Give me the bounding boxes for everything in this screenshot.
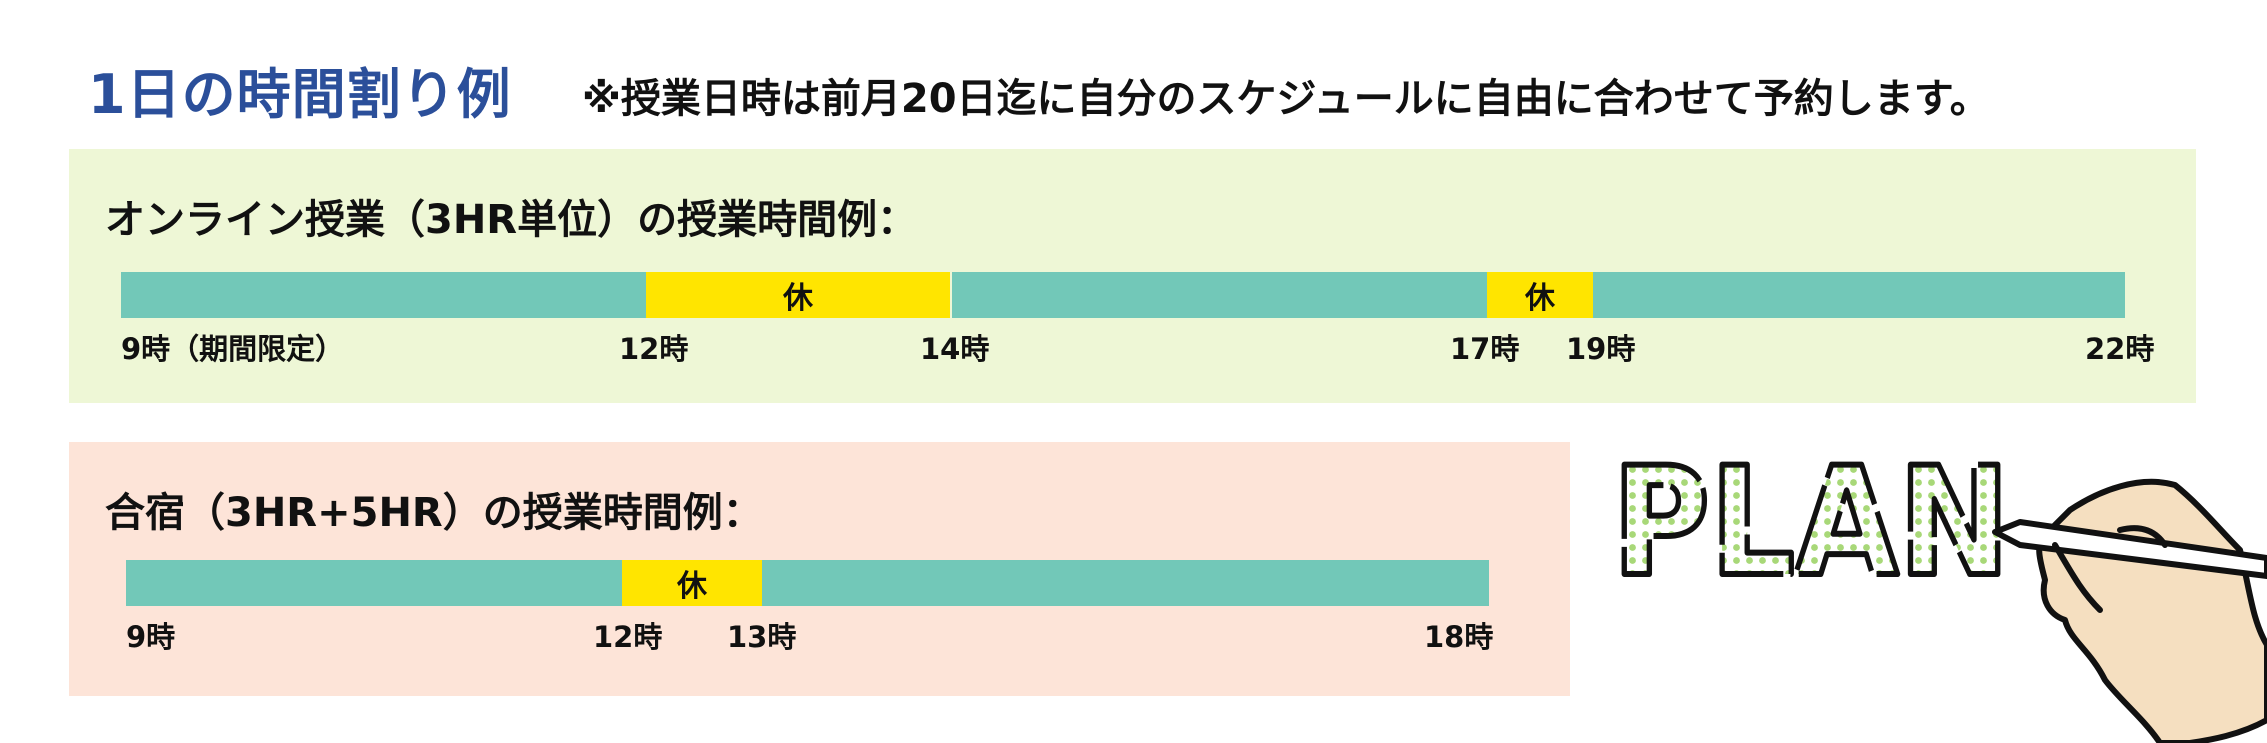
time-label: 14時 — [920, 332, 990, 366]
page-title: 1日の時間割り例 — [88, 63, 512, 126]
camp-heading: 合宿（3HR+5HR）の授業時間例： — [105, 490, 763, 536]
online-heading: オンライン授業（3HR単位）の授業時間例： — [105, 197, 918, 243]
online-schedule-panel: オンライン授業（3HR単位）の授業時間例： 休 休 9時（期間限定） 12時 1… — [69, 149, 2196, 403]
plan-lettering: PLAN — [1612, 450, 2010, 610]
break-segment: 休 — [622, 560, 762, 606]
class-segment — [762, 560, 1489, 606]
break-segment: 休 — [646, 272, 950, 318]
time-label: 12時 — [619, 332, 689, 366]
time-label: 12時 — [593, 620, 663, 654]
time-label: 19時 — [1566, 332, 1636, 366]
reservation-note: ※授業日時は前月20日迄に自分のスケジュールに自由に合わせて予約します。 — [582, 76, 1990, 122]
finger-lines — [2052, 525, 2168, 613]
class-segment — [126, 560, 622, 606]
class-segment — [121, 272, 646, 318]
time-label: 22時 — [2085, 332, 2155, 366]
plan-hand-illustration: PLAN — [1609, 450, 2267, 743]
break-segment: 休 — [1487, 272, 1593, 318]
time-label: 17時 — [1450, 332, 1520, 366]
class-segment — [952, 272, 1487, 318]
camp-timeline-bar: 休 — [126, 560, 1489, 606]
hand-icon — [2036, 478, 2267, 743]
class-segment — [1593, 272, 2125, 318]
pen-icon — [1992, 519, 2267, 579]
time-label: 13時 — [727, 620, 797, 654]
camp-schedule-panel: 合宿（3HR+5HR）の授業時間例： 休 9時 12時 13時 18時 — [69, 442, 1570, 696]
time-label: 18時 — [1424, 620, 1494, 654]
online-timeline-bar: 休 休 — [121, 272, 2125, 318]
time-label: 9時 — [126, 620, 176, 654]
time-label: 9時（期間限定） — [121, 332, 345, 366]
